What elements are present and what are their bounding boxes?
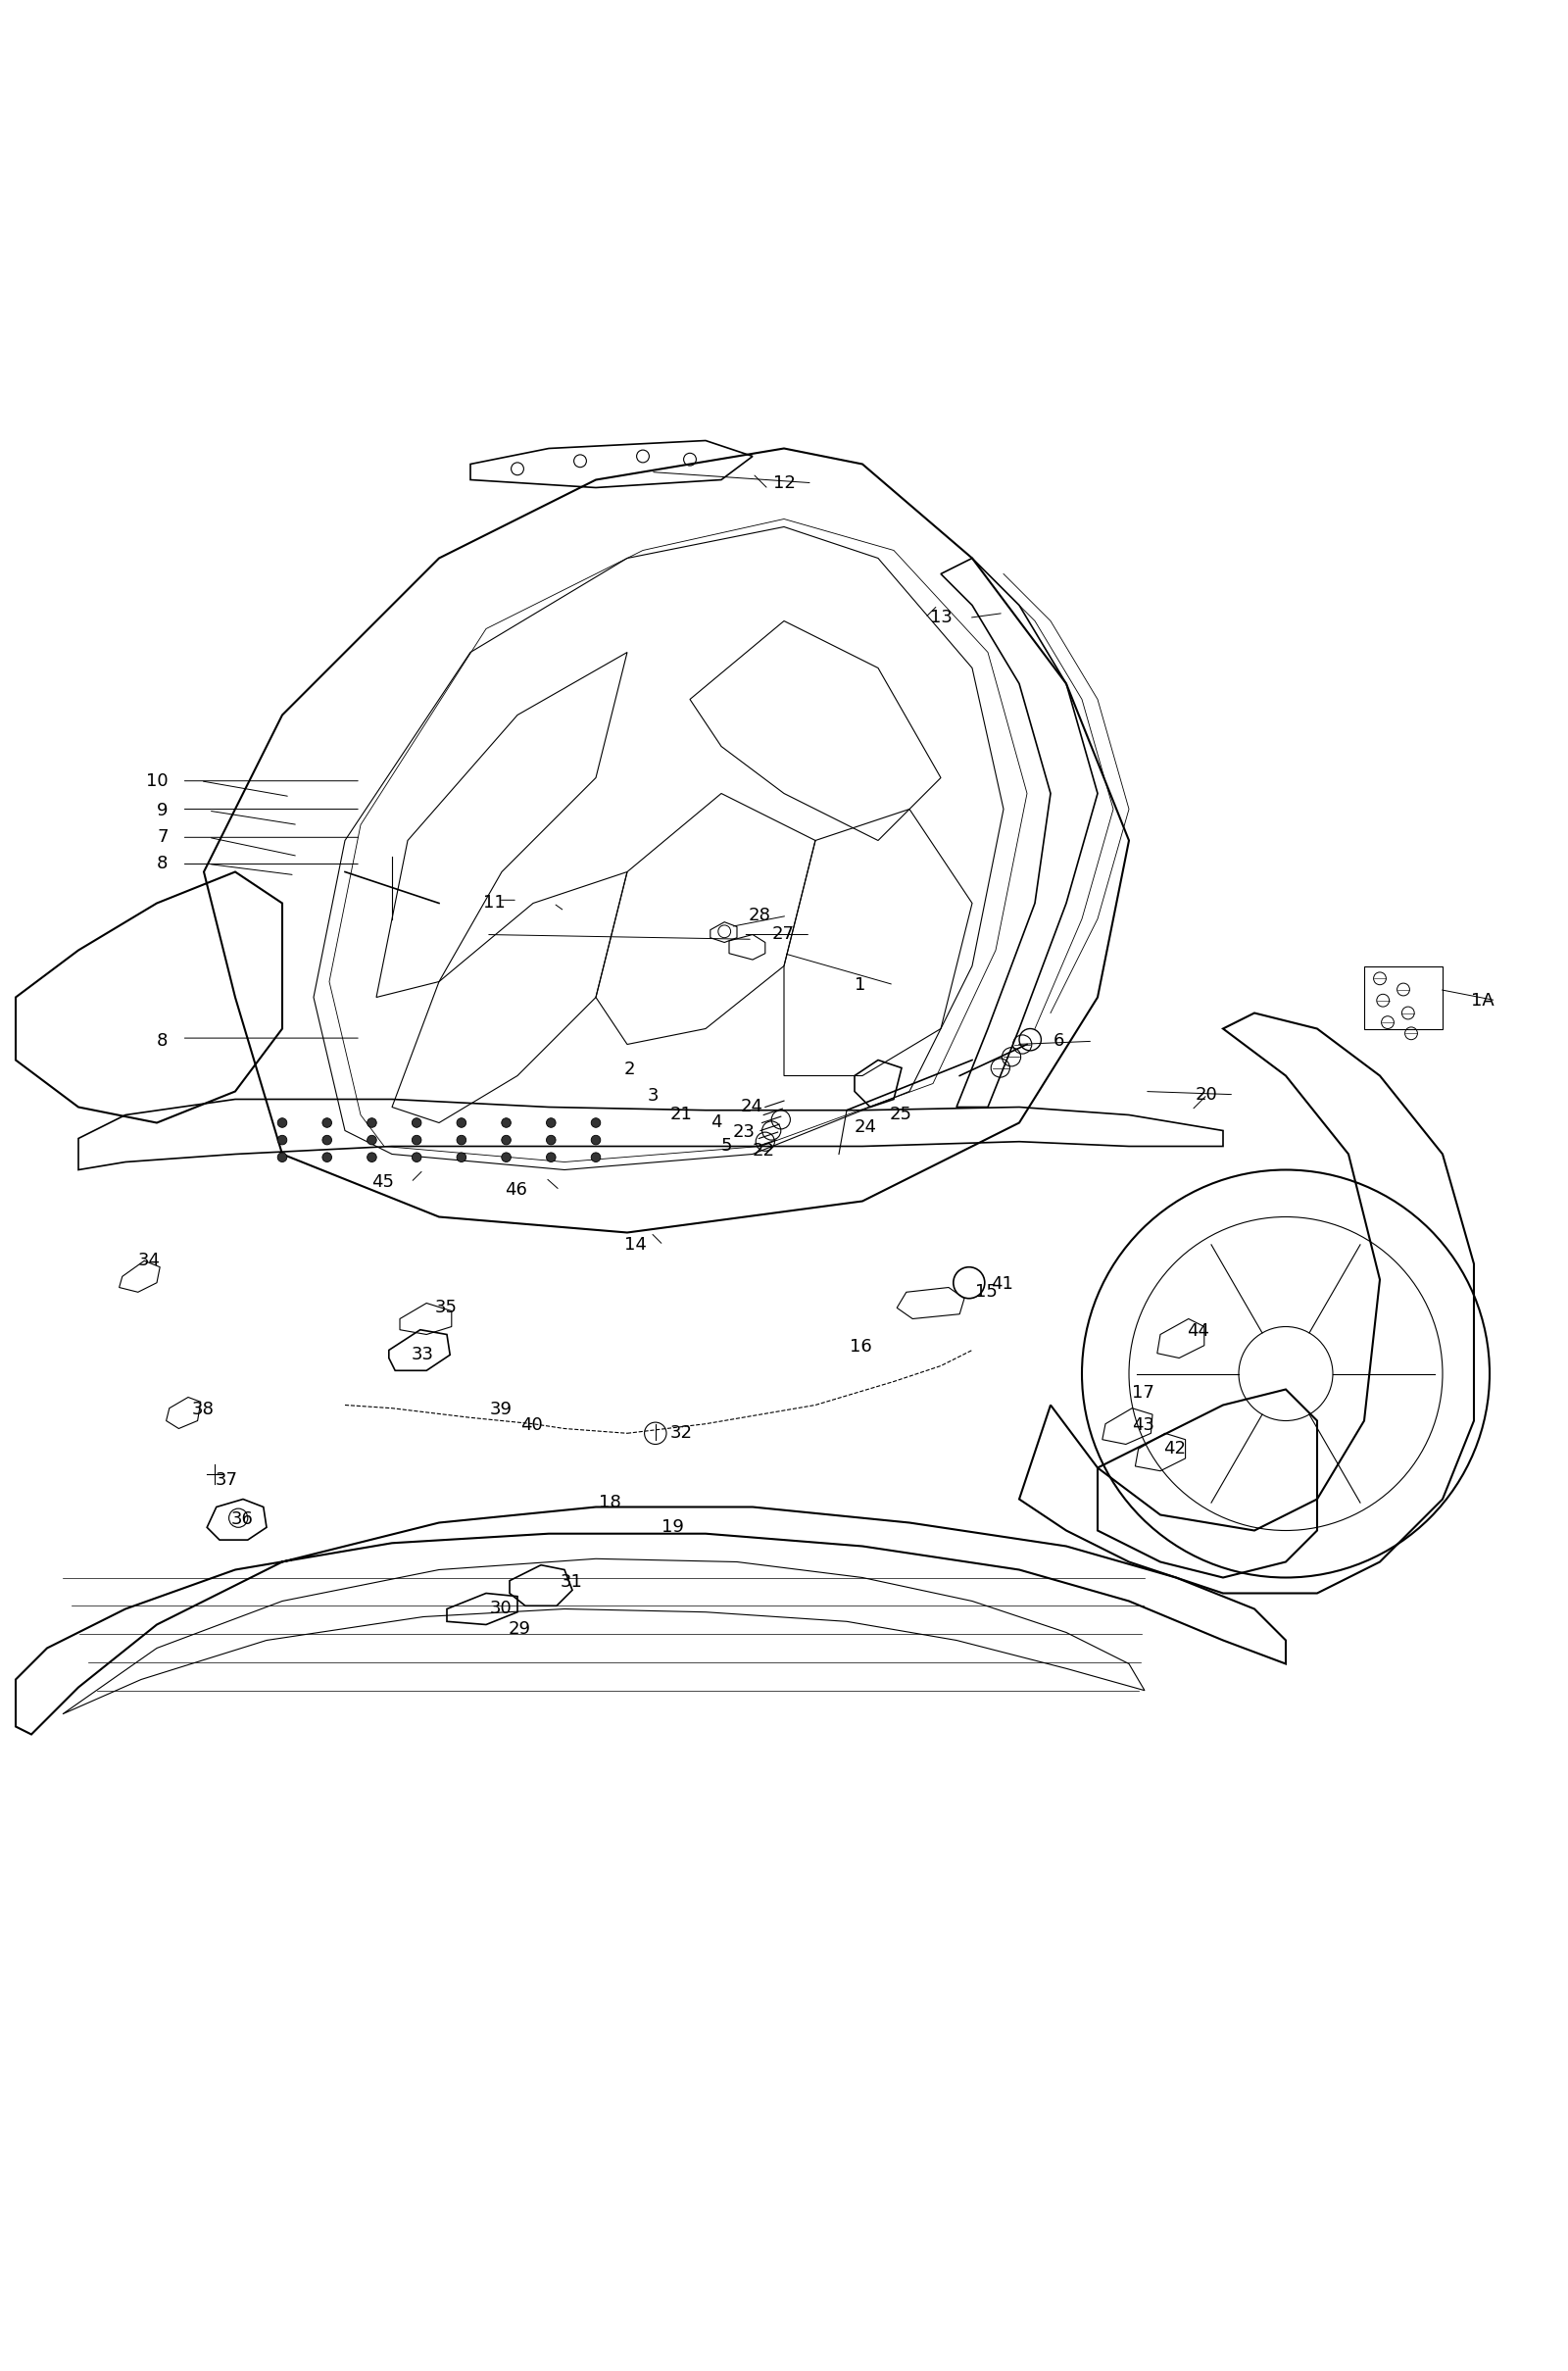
Text: 30: 30 [489,1600,511,1617]
Circle shape [591,1136,601,1145]
Text: 10: 10 [146,773,168,790]
Circle shape [502,1136,511,1145]
Circle shape [502,1152,511,1162]
Circle shape [456,1119,466,1129]
Text: 32: 32 [670,1425,691,1442]
Text: 24: 24 [855,1119,877,1136]
Circle shape [367,1152,376,1162]
Text: 31: 31 [560,1574,582,1591]
Circle shape [546,1119,555,1129]
Text: 41: 41 [991,1276,1013,1292]
Text: 18: 18 [599,1494,621,1510]
Text: 37: 37 [215,1472,237,1489]
Text: 33: 33 [411,1347,433,1363]
Text: 8: 8 [157,856,168,873]
Circle shape [323,1136,332,1145]
Circle shape [323,1119,332,1129]
Circle shape [546,1136,555,1145]
Text: 19: 19 [662,1517,684,1536]
Text: 42: 42 [1163,1439,1185,1458]
Text: 40: 40 [521,1415,543,1434]
Text: 39: 39 [489,1401,511,1418]
Text: 14: 14 [624,1235,646,1254]
Circle shape [412,1119,422,1129]
Text: 35: 35 [434,1299,456,1316]
Circle shape [456,1152,466,1162]
Circle shape [367,1119,376,1129]
Text: 28: 28 [748,908,770,925]
Text: 25: 25 [889,1107,911,1124]
Circle shape [412,1136,422,1145]
Circle shape [367,1136,376,1145]
Text: 29: 29 [508,1619,530,1638]
Text: 24: 24 [740,1098,762,1117]
Text: 43: 43 [1132,1415,1154,1434]
Text: 38: 38 [191,1401,213,1418]
Circle shape [278,1119,287,1129]
Text: 11: 11 [483,894,505,913]
Text: 17: 17 [1132,1385,1154,1401]
Text: 22: 22 [753,1143,775,1159]
Circle shape [546,1152,555,1162]
Text: 13: 13 [930,609,952,626]
Text: 27: 27 [771,925,793,944]
Text: 1: 1 [855,977,866,993]
Text: 36: 36 [230,1510,252,1529]
Text: 12: 12 [773,474,795,491]
Text: 45: 45 [372,1174,394,1190]
Circle shape [412,1152,422,1162]
Text: 16: 16 [850,1337,872,1356]
Text: 7: 7 [157,827,168,846]
Circle shape [502,1119,511,1129]
Circle shape [456,1136,466,1145]
Text: 20: 20 [1195,1086,1217,1103]
Text: 1A: 1A [1471,991,1494,1010]
Circle shape [278,1136,287,1145]
Text: 34: 34 [138,1252,160,1268]
Circle shape [278,1152,287,1162]
Text: 21: 21 [670,1107,691,1124]
Text: 23: 23 [732,1124,754,1140]
Text: 3: 3 [648,1088,659,1105]
Text: 44: 44 [1187,1323,1209,1340]
Text: 5: 5 [721,1138,732,1155]
Text: 9: 9 [157,801,168,820]
Text: 2: 2 [624,1060,635,1079]
Text: 8: 8 [157,1031,168,1050]
Circle shape [591,1119,601,1129]
Circle shape [591,1152,601,1162]
Circle shape [323,1152,332,1162]
Text: 46: 46 [505,1181,527,1200]
Text: 4: 4 [710,1114,721,1131]
Text: 6: 6 [1054,1031,1065,1050]
Text: 15: 15 [975,1283,997,1302]
